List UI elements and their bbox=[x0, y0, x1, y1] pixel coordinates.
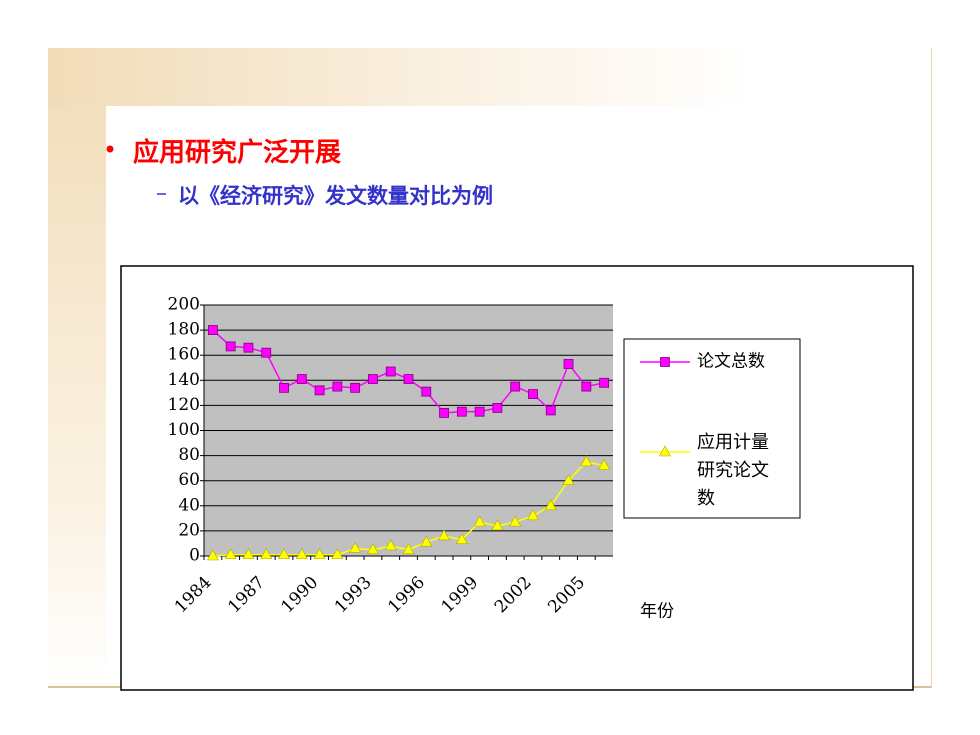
data-point bbox=[545, 405, 556, 416]
y-tick-label: 60 bbox=[178, 470, 200, 490]
legend-marker bbox=[658, 445, 672, 457]
data-point bbox=[526, 509, 539, 521]
y-tick-label: 20 bbox=[178, 520, 200, 540]
data-point bbox=[243, 342, 254, 353]
data-point bbox=[581, 381, 592, 392]
data-point bbox=[314, 385, 325, 396]
sub-bullet-text: 以《经济研究》发文数量对比为例 bbox=[178, 184, 493, 208]
data-point bbox=[492, 403, 503, 413]
decor-strip bbox=[48, 48, 932, 106]
data-point bbox=[563, 359, 574, 369]
y-tick-label: 100 bbox=[168, 420, 200, 440]
data-point bbox=[598, 459, 611, 470]
legend-label: 应用计量研究论文数 bbox=[697, 432, 769, 509]
data-point bbox=[403, 374, 414, 384]
x-axis-label: 年份 bbox=[640, 602, 674, 622]
legend-marker bbox=[660, 357, 670, 367]
data-point bbox=[473, 515, 486, 527]
data-point bbox=[261, 347, 272, 358]
decor-strip bbox=[48, 48, 106, 688]
data-point bbox=[350, 382, 361, 393]
data-point bbox=[242, 548, 255, 560]
data-point bbox=[562, 474, 575, 486]
data-point bbox=[456, 406, 467, 417]
data-point bbox=[439, 408, 449, 418]
y-tick-label: 160 bbox=[168, 345, 200, 365]
y-tick-label: 120 bbox=[168, 395, 200, 415]
data-point bbox=[528, 389, 538, 400]
data-point bbox=[207, 325, 218, 336]
data-point bbox=[295, 548, 308, 560]
data-point bbox=[278, 548, 291, 560]
y-tick-label: 180 bbox=[168, 320, 200, 340]
legend-label: 论文总数 bbox=[697, 352, 765, 372]
data-point bbox=[385, 366, 396, 377]
data-point bbox=[279, 382, 289, 393]
y-tick-label: 40 bbox=[178, 495, 200, 515]
data-point bbox=[599, 377, 610, 388]
data-point bbox=[438, 529, 451, 541]
data-point bbox=[455, 533, 468, 544]
data-point bbox=[580, 455, 593, 467]
data-point bbox=[509, 515, 522, 527]
data-point bbox=[332, 381, 343, 392]
data-point bbox=[491, 519, 504, 531]
data-point bbox=[420, 535, 433, 547]
data-point bbox=[224, 548, 237, 560]
y-tick-label: 200 bbox=[168, 295, 200, 315]
y-tick-label: 80 bbox=[178, 445, 200, 465]
y-tick-label: 140 bbox=[168, 370, 200, 390]
data-point bbox=[206, 549, 219, 561]
data-point bbox=[331, 548, 344, 560]
data-point bbox=[349, 541, 362, 553]
legend-box bbox=[623, 338, 801, 519]
y-tick-label: 0 bbox=[189, 546, 200, 566]
data-point bbox=[421, 386, 432, 397]
data-point bbox=[313, 548, 326, 560]
data-point bbox=[544, 499, 557, 511]
data-point bbox=[510, 381, 521, 392]
bullet-dot bbox=[106, 145, 114, 153]
data-point bbox=[368, 374, 378, 384]
data-point bbox=[366, 543, 379, 555]
data-point bbox=[474, 406, 485, 417]
bullet-text: 应用研究广泛开展 bbox=[133, 138, 342, 168]
data-point bbox=[296, 374, 307, 384]
data-point bbox=[225, 341, 236, 352]
data-point bbox=[402, 543, 415, 555]
data-point bbox=[260, 548, 273, 560]
data-point bbox=[384, 539, 397, 551]
